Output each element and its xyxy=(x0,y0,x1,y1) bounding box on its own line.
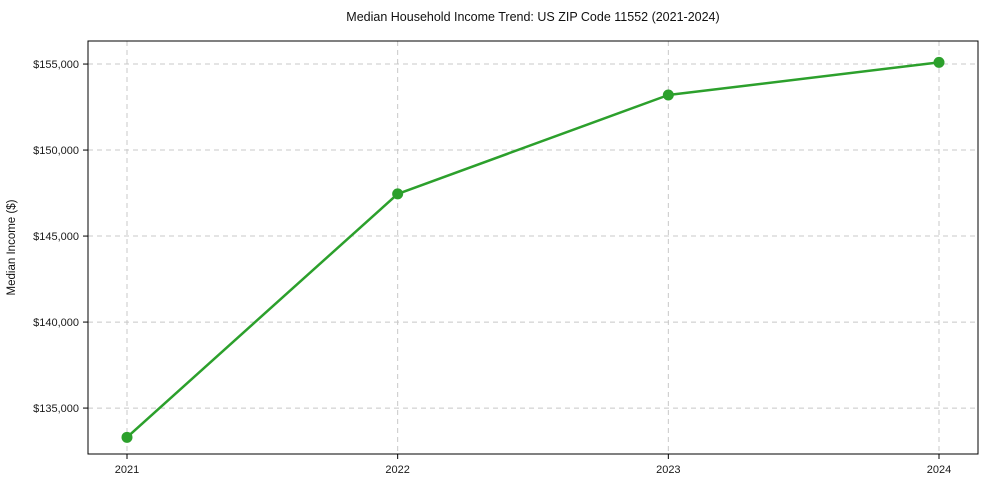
data-point-2023 xyxy=(662,89,674,101)
axes-layer: $135,000 $140,000 $145,000 $150,000 $155,000… xyxy=(33,40,979,476)
x-tick-label: 2021 xyxy=(115,464,139,476)
y-tick-label: $140,000 xyxy=(33,317,79,329)
data-point-2024 xyxy=(933,56,945,68)
x-tick-label: 2023 xyxy=(656,464,680,476)
x-tick-label: 2022 xyxy=(385,464,409,476)
plot-border xyxy=(87,40,979,455)
trend-line xyxy=(125,61,941,439)
y-tick-label: $155,000 xyxy=(33,59,79,71)
chart-title: Median Household Income Trend: US ZIP Co… xyxy=(346,10,719,24)
y-tick-label: $135,000 xyxy=(33,403,79,415)
gridlines-layer xyxy=(88,41,978,454)
x-tick-label: 2024 xyxy=(927,464,951,476)
data-point-2022 xyxy=(392,188,404,200)
y-tick-label: $145,000 xyxy=(33,231,79,243)
y-axis-label: Median Income ($) xyxy=(6,199,18,295)
data-point-2021 xyxy=(121,431,133,443)
data-series-layer xyxy=(121,56,945,443)
y-tick-label: $150,000 xyxy=(33,145,79,157)
